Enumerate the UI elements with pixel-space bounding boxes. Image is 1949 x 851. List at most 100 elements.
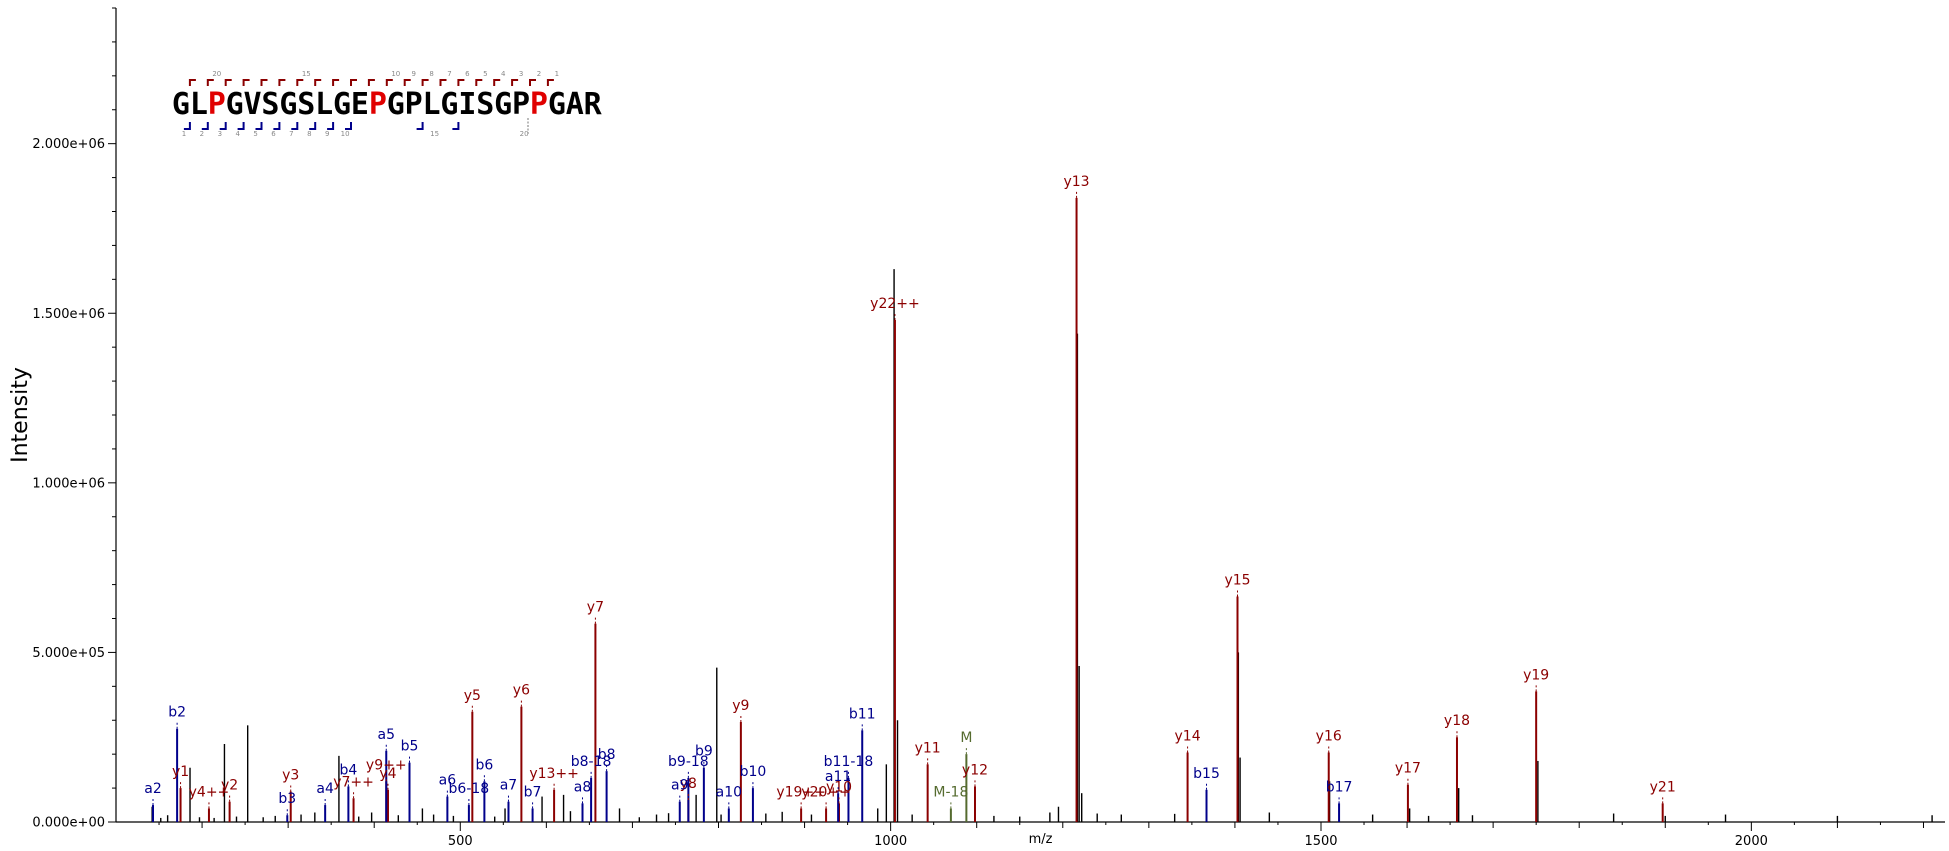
y-ion-bracket — [529, 79, 536, 86]
b-ion-bracket — [416, 122, 424, 130]
sequence-number-top: 9 — [411, 70, 415, 78]
peak-label-y21: y21 — [1650, 779, 1676, 795]
peak-label-y15: y15 — [1224, 572, 1250, 588]
peak-label-y11: y11 — [915, 740, 941, 756]
b-ion-bracket — [255, 122, 263, 130]
y-ion-bracket — [493, 79, 501, 86]
peak-label-M-18: M-18 — [933, 784, 968, 800]
assigned-peaks — [152, 197, 1664, 822]
x-tick-label: 500 — [448, 834, 473, 849]
peak-labels: y13 y22++ y15 y7 y19 y5 y6 y9 y18 y16 y14 y17 y11 y12… — [144, 174, 1676, 816]
sequence-residue: G — [440, 87, 458, 122]
b-ion-bracket — [309, 122, 317, 130]
peak-label-y7: y7 — [587, 600, 604, 616]
y-ion-bracket — [511, 79, 519, 86]
peak-label-y19++: y19++ — [776, 784, 826, 800]
y-tick-label: 0.000e+00 — [32, 816, 105, 831]
sequence-residue: G — [548, 87, 566, 122]
sequence-number-top: 6 — [465, 70, 470, 78]
sequence-number-bottom: 10 — [341, 130, 350, 138]
b-ion-bracket — [291, 122, 299, 130]
sequence-residue: G — [172, 87, 190, 122]
peak-label-b4: b4 — [339, 762, 357, 778]
peak-label-y18: y18 — [1444, 713, 1470, 729]
b-ion-bracket — [273, 122, 281, 130]
x-axis-ticks: 500 1000 1500 2000 — [158, 822, 1924, 849]
sequence-number-bottom: 7 — [289, 130, 293, 138]
sequence-number-bottom: 6 — [271, 130, 276, 138]
y-ion-bracket — [314, 79, 322, 86]
sequence-residue: G — [226, 87, 244, 122]
sequence-residue: G — [387, 87, 405, 122]
y-ion-bracket — [421, 79, 429, 86]
peptide-sequence-map: G L P G V S G S L G E P G P L G I S G P P G A R20 15 10 9 8 7 6 5 4 3 2 11… — [172, 70, 603, 138]
sequence-number-top: 3 — [519, 70, 523, 78]
plot-frame — [115, 8, 1945, 823]
peak-label-y6: y6 — [513, 683, 530, 699]
sequence-number-bottom: 2 — [200, 130, 204, 138]
y-ion-bracket — [260, 79, 268, 86]
sequence-residue: E — [351, 87, 369, 122]
sequence-residue: S — [476, 87, 494, 122]
peak-label-a4: a4 — [316, 781, 334, 797]
y-ion-bracket — [439, 79, 447, 86]
sequence-residue: L — [190, 87, 208, 122]
peak-label-a9: a9 — [671, 778, 689, 794]
y-axis-ticks: 0.000e+00 5.000e+05 1.000e+06 1.500e+06 2.00… — [32, 7, 116, 831]
y-ion-bracket — [296, 79, 304, 86]
peak-label-b11-18: b11-18 — [824, 754, 874, 770]
sequence-number-top: 4 — [501, 70, 506, 78]
sequence-residue: P — [530, 87, 548, 122]
peak-label-a6: a6 — [439, 773, 457, 789]
peak-label-y5: y5 — [464, 688, 481, 704]
sequence-residue: L — [315, 87, 333, 122]
peak-label-a10: a10 — [716, 784, 742, 800]
sequence-number-bottom: 1 — [182, 130, 186, 138]
sequence-residue: S — [297, 87, 315, 122]
y-axis-label: Intensity — [8, 367, 33, 463]
y-ion-bracket — [546, 79, 554, 86]
sequence-residue: P — [405, 87, 423, 122]
sequence-residue: V — [244, 87, 262, 122]
peak-label-b10: b10 — [740, 764, 767, 780]
y-ion-bracket — [475, 79, 483, 86]
sequence-number-bottom: 5 — [253, 130, 257, 138]
sequence-number-top: 5 — [483, 70, 487, 78]
x-tick-label: 2000 — [1735, 834, 1768, 849]
sequence-number-bottom: 9 — [325, 130, 329, 138]
peak-label-b11: b11 — [849, 706, 876, 722]
y-tick-label: 1.500e+06 — [32, 307, 105, 322]
sequence-number-top: 8 — [429, 70, 433, 78]
peak-label-y13++: y13++ — [529, 766, 579, 782]
sequence-number-bottom: 3 — [218, 130, 222, 138]
x-axis-label: m/z — [1029, 832, 1053, 847]
sequence-number-bottom: 8 — [307, 130, 311, 138]
sequence-number-top: 10 — [391, 70, 400, 78]
peak-label-M: M — [960, 730, 972, 746]
y-ion-bracket — [242, 79, 250, 86]
sequence-number-top: 2 — [537, 70, 541, 78]
sequence-residue: G — [279, 87, 297, 122]
b-ion-bracket — [201, 122, 209, 130]
peak-label-b2: b2 — [168, 705, 186, 721]
b-ion-bracket — [452, 122, 460, 130]
y-ion-bracket — [367, 79, 375, 86]
b-ion-bracket — [327, 122, 335, 130]
peak-label-y2: y2 — [221, 778, 238, 794]
sequence-number-top: 1 — [555, 70, 559, 78]
sequence-residue: P — [369, 87, 387, 122]
y-ion-bracket — [206, 79, 214, 86]
peak-label-a5: a5 — [378, 727, 396, 743]
peak-label-y22++: y22++ — [870, 296, 920, 312]
peak-label-b8-18: b8-18 — [571, 754, 612, 770]
x-tick-label: 1000 — [874, 834, 907, 849]
sequence-number-top: 20 — [212, 70, 221, 78]
peak-label-y8: y8 — [680, 776, 697, 792]
peak-label-a7: a7 — [500, 778, 518, 794]
sequence-residue: G — [333, 87, 351, 122]
peak-label-b6-18: b6-18 — [449, 781, 490, 797]
y-tick-label: 5.000e+05 — [32, 646, 105, 661]
peak-label-y4++: y4++ — [189, 784, 230, 800]
peak-label-y10: y10 — [826, 779, 852, 795]
